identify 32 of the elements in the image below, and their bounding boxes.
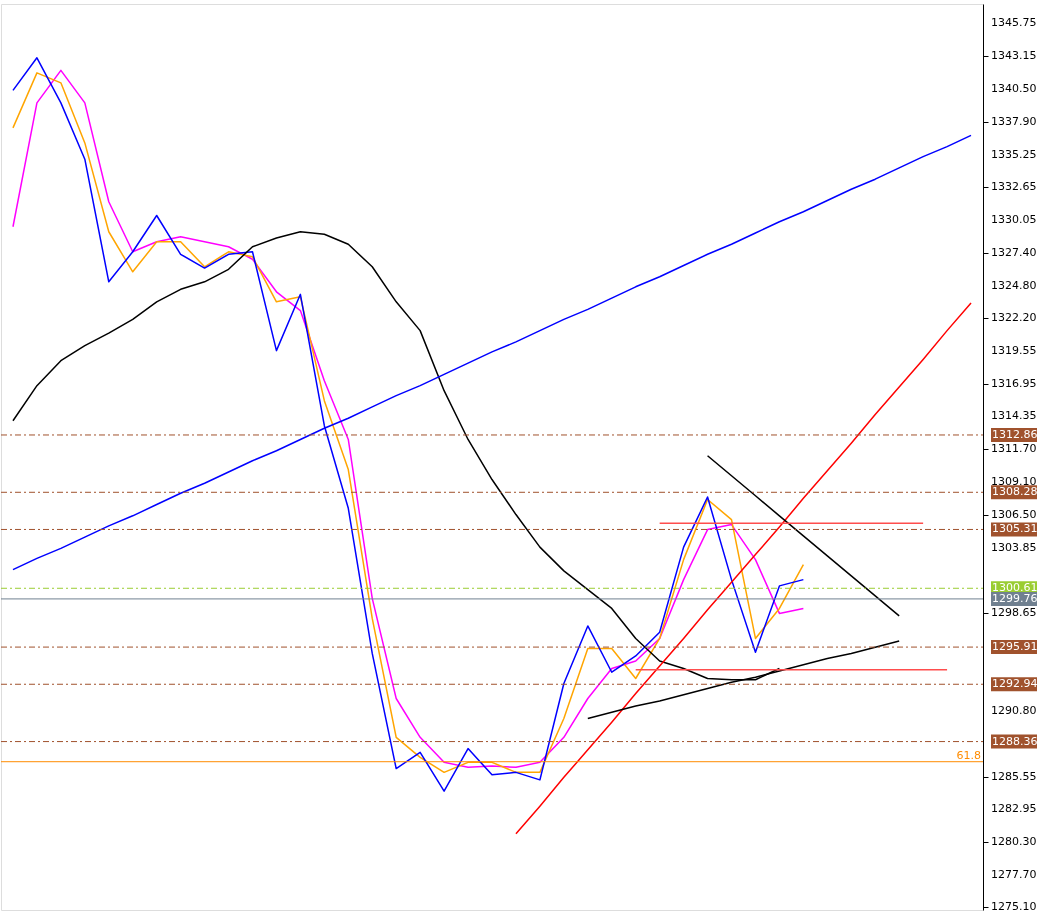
ref-line-label: 1312.86 xyxy=(992,427,1038,441)
y-tick-label: 1298.65 xyxy=(991,605,1037,619)
y-tick-label: 1330.05 xyxy=(991,212,1037,226)
ref-line-label: 1295.91 xyxy=(992,640,1038,654)
ref-line-label: 1299.76 xyxy=(992,591,1038,605)
y-tick-label: 1327.40 xyxy=(991,246,1037,260)
y-tick-label: 1290.80 xyxy=(991,704,1037,718)
y-tick-label: 1311.70 xyxy=(991,442,1037,456)
y-tick-label: 1322.20 xyxy=(991,311,1037,325)
y-tick-label: 1345.75 xyxy=(991,16,1037,30)
y-tick-label: 1282.95 xyxy=(991,802,1037,816)
y-tick-label: 1275.10 xyxy=(991,900,1037,914)
annotation: 61.8 xyxy=(956,748,981,762)
y-tick-label: 1277.70 xyxy=(991,867,1037,881)
y-tick-label: 1340.50 xyxy=(991,82,1037,96)
y-tick-label: 1303.85 xyxy=(991,540,1037,554)
y-tick-label: 1285.55 xyxy=(991,769,1037,783)
ref-line-label: 1288.36 xyxy=(992,734,1038,748)
ref-line-label: 1308.28 xyxy=(992,485,1038,499)
y-tick-label: 1280.30 xyxy=(991,835,1037,849)
y-tick-label: 1324.80 xyxy=(991,278,1037,292)
y-tick-label: 1337.90 xyxy=(991,114,1037,128)
y-tick-label: 1306.50 xyxy=(991,507,1037,521)
y-tick-label: 1335.25 xyxy=(991,147,1037,161)
ref-line-label: 1292.94 xyxy=(992,677,1038,691)
ref-line-label: 1300.61 xyxy=(992,581,1038,595)
y-tick-label: 1316.95 xyxy=(991,376,1037,390)
ref-line-label: 1305.31 xyxy=(992,522,1038,536)
y-tick-label: 1314.35 xyxy=(991,409,1037,423)
y-tick-label: 1332.65 xyxy=(991,180,1037,194)
y-tick-label: 1319.55 xyxy=(991,344,1037,358)
y-tick-label: 1343.15 xyxy=(991,48,1037,62)
